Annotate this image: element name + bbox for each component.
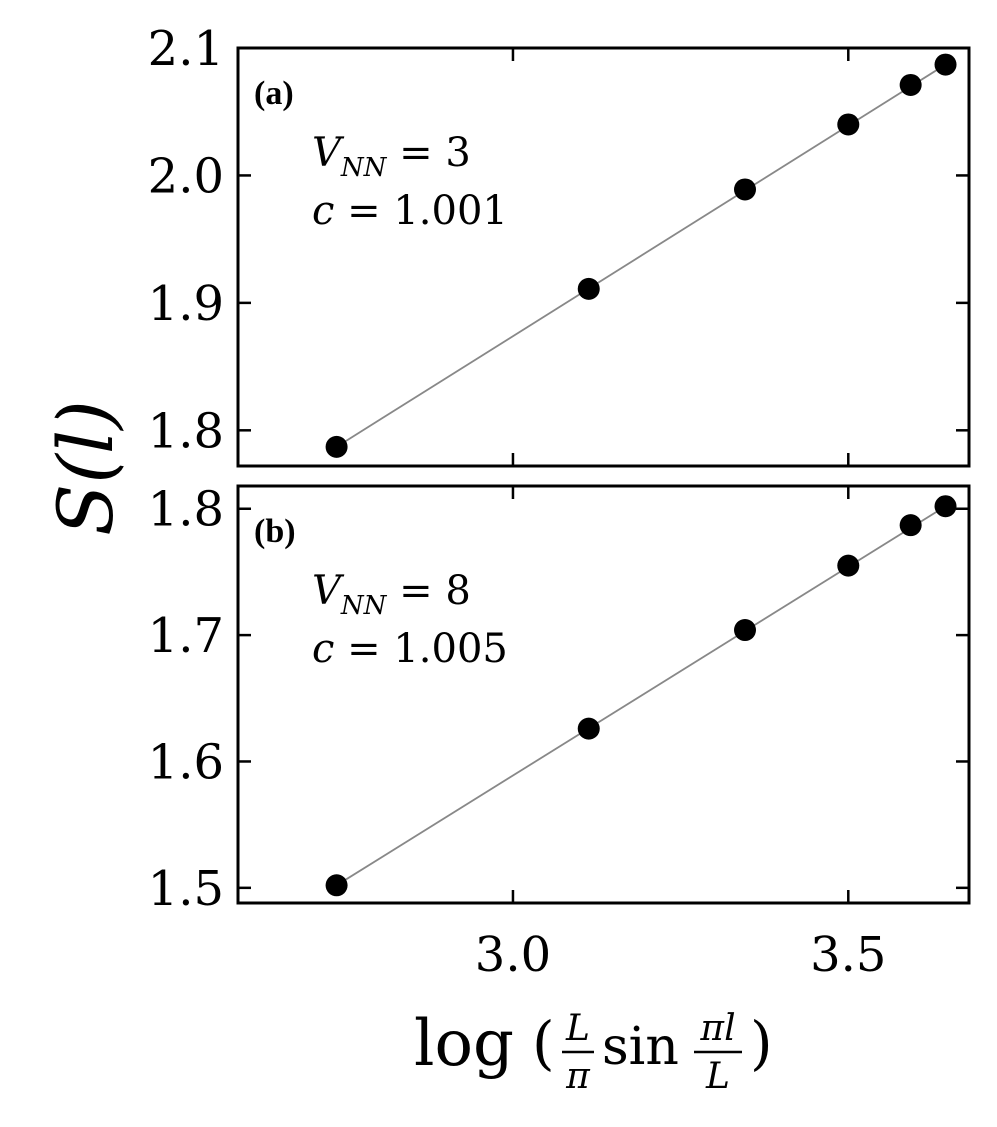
plot-frame — [236, 484, 971, 905]
y-tick-label: 2.1 — [148, 21, 224, 77]
annotation-v: VNN = 3 — [312, 130, 471, 183]
data-point — [837, 554, 860, 577]
data-point — [734, 178, 757, 201]
y-axis-label: S(l) — [41, 400, 130, 536]
data-point — [734, 619, 757, 642]
y-tick-label: 1.8 — [148, 403, 224, 459]
panel-label: (a) — [254, 75, 294, 112]
data-point — [325, 435, 348, 458]
annotation-c: c = 1.001 — [312, 188, 508, 234]
x-tick-label: 3.5 — [810, 927, 886, 983]
annotation-v: VNN = 8 — [312, 568, 471, 621]
data-point — [577, 717, 600, 740]
data-point — [899, 514, 922, 537]
y-tick-label: 2.0 — [148, 148, 224, 204]
data-point — [934, 53, 957, 76]
annotation-v-value: 3 — [445, 130, 470, 176]
panel-label: (b) — [254, 513, 296, 550]
annotation-c-value: 1.001 — [393, 188, 508, 234]
x-axis-label: log ( L π sin πl L ) — [414, 1007, 773, 1097]
y-tick-label: 1.9 — [148, 276, 224, 332]
svg-text:L: L — [565, 1008, 590, 1049]
svg-text:log: log — [414, 1007, 514, 1081]
svg-text:π: π — [565, 1056, 591, 1097]
plot-frame — [236, 46, 971, 468]
svg-text:): ) — [750, 1009, 773, 1077]
svg-text:L: L — [705, 1056, 730, 1097]
y-tick-label: 1.8 — [148, 482, 224, 538]
y-tick-label: 1.7 — [148, 608, 224, 664]
data-point — [899, 73, 922, 96]
data-point — [837, 113, 860, 136]
data-point — [577, 277, 600, 300]
data-point — [934, 495, 957, 518]
svg-text:(: ( — [532, 1009, 555, 1077]
annotation-c-value: 1.005 — [393, 626, 508, 672]
y-tick-label: 1.6 — [148, 734, 224, 790]
annotation-v-value: 8 — [445, 568, 470, 614]
x-tick-label: 3.0 — [475, 927, 551, 983]
svg-text:sin: sin — [602, 1017, 679, 1077]
annotation-v-subscript: NN — [340, 591, 388, 621]
annotation-c: c = 1.005 — [312, 626, 508, 672]
annotation-v-subscript: NN — [340, 153, 388, 183]
data-point — [325, 874, 348, 897]
y-tick-label: 1.5 — [148, 861, 224, 917]
panel-b: 1.5 1.6 1.7 1.8 3.0 3.5 (b) VNN = 8 c = 1.005 — [148, 482, 971, 983]
panel-a: 1.8 1.9 2.0 2.1 (a) VNN = 3 c = 1.001 — [148, 21, 971, 468]
svg-text:πl: πl — [699, 1008, 735, 1049]
